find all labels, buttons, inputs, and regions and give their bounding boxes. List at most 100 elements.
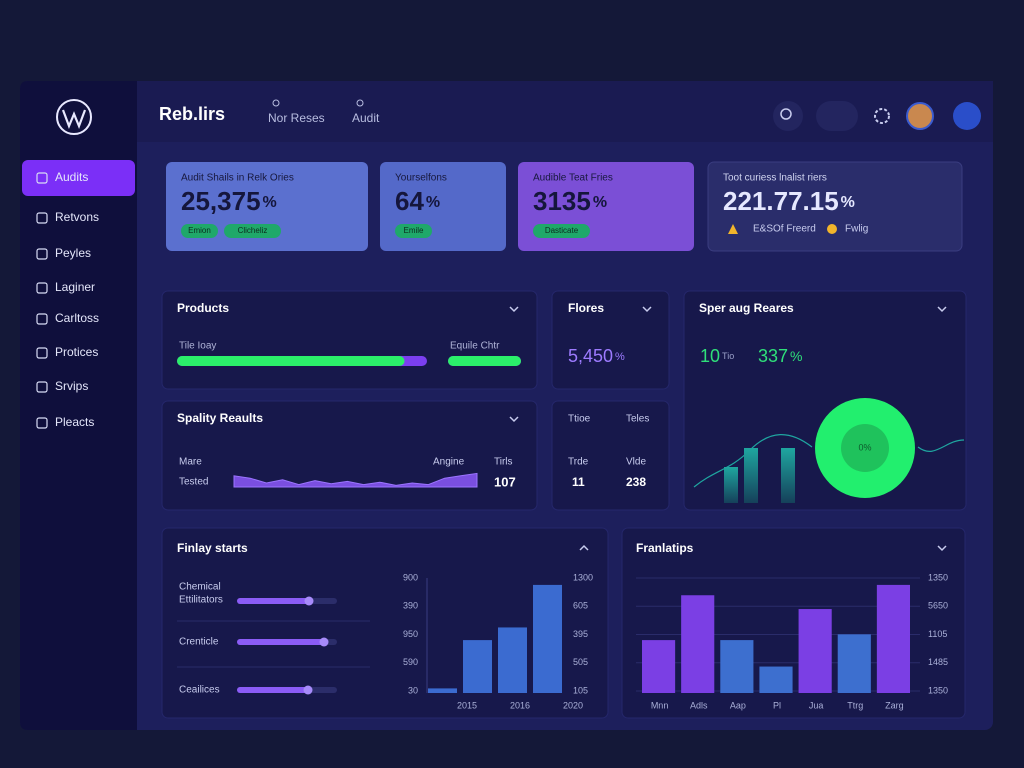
sidebar-item[interactable]: Peyles bbox=[55, 246, 91, 260]
chevron[interactable] bbox=[509, 416, 519, 423]
stat-value-unit: % bbox=[593, 194, 607, 211]
y-tick-label: 105 bbox=[573, 685, 588, 695]
note-icon bbox=[728, 224, 738, 234]
donut-label: 0% bbox=[858, 442, 871, 452]
chevron[interactable] bbox=[937, 545, 947, 552]
x-tick-label: 2015 bbox=[457, 700, 477, 710]
search-icon bbox=[780, 108, 792, 120]
slider-knob[interactable] bbox=[319, 637, 329, 647]
nav-icon bbox=[356, 99, 364, 107]
sparkline bbox=[233, 472, 478, 488]
panel-title: Flores bbox=[568, 301, 604, 315]
sidebar-icon bbox=[36, 381, 48, 393]
stat-card bbox=[707, 161, 963, 252]
bar bbox=[498, 627, 527, 693]
spality-label: Mare bbox=[179, 457, 202, 468]
y-tick-label: 900 bbox=[403, 572, 418, 582]
x-tick-label: Adls bbox=[690, 700, 708, 710]
chevron[interactable] bbox=[509, 306, 519, 313]
nav-item[interactable]: Nor Reses bbox=[268, 111, 325, 125]
panel-title: Sper aug Reares bbox=[699, 301, 794, 315]
settings-icon[interactable] bbox=[874, 108, 890, 124]
mini-cell: 11 bbox=[572, 475, 585, 489]
sidebar bbox=[20, 81, 137, 730]
stat-tag bbox=[533, 224, 590, 238]
panel bbox=[551, 400, 670, 511]
y-tick-label: 1350 bbox=[928, 685, 948, 695]
chevron[interactable] bbox=[579, 544, 589, 551]
progress-label: Tile Ioay bbox=[179, 341, 216, 352]
mini-cell: Vlde bbox=[626, 457, 646, 468]
avatar[interactable] bbox=[906, 102, 934, 130]
sidebar-icon bbox=[36, 282, 48, 294]
sidebar-item[interactable]: Retvons bbox=[55, 210, 99, 224]
sper-value-unit: % bbox=[790, 348, 802, 364]
x-tick-label: 2020 bbox=[563, 700, 583, 710]
mini-cell: Trde bbox=[568, 457, 589, 468]
stat-value: 25,375% bbox=[181, 186, 277, 216]
bar bbox=[798, 609, 832, 693]
panel bbox=[551, 290, 670, 390]
y-tick-label: 5650 bbox=[928, 601, 948, 611]
progress-bar bbox=[448, 356, 521, 366]
bar bbox=[759, 666, 793, 693]
sidebar-item[interactable]: Protices bbox=[55, 345, 98, 359]
sidebar-icon bbox=[36, 313, 48, 325]
slider-label: Chemical bbox=[179, 582, 221, 593]
account-button[interactable] bbox=[953, 102, 981, 130]
stat-value-unit: % bbox=[263, 194, 277, 211]
sidebar-item[interactable]: Srvips bbox=[55, 379, 88, 393]
x-tick-label: Jua bbox=[809, 700, 824, 710]
header-bar bbox=[137, 81, 993, 142]
chevron[interactable] bbox=[642, 306, 652, 313]
bar bbox=[428, 688, 457, 693]
panel-title: Franlatips bbox=[636, 541, 694, 555]
nav-item[interactable]: Audit bbox=[352, 111, 380, 125]
slider-knob[interactable] bbox=[303, 685, 313, 695]
stat-tag-text: Clicheliz bbox=[238, 226, 268, 235]
x-tick-label: 2016 bbox=[510, 700, 530, 710]
panel bbox=[161, 527, 609, 719]
bar bbox=[681, 595, 715, 693]
brand: Reb.lirs bbox=[159, 104, 225, 124]
y-tick-label: 395 bbox=[573, 629, 588, 639]
stat-value: 64% bbox=[395, 186, 440, 216]
sidebar-item[interactable]: Carltoss bbox=[55, 311, 99, 325]
bar bbox=[642, 640, 676, 693]
stat-label: Audit Shails in Relk Ories bbox=[181, 173, 294, 184]
stat-tag-text: Dasticate bbox=[545, 226, 579, 235]
spality-col: Tirls bbox=[494, 457, 513, 468]
stat-tag-text: Emile bbox=[403, 226, 424, 235]
sidebar-item[interactable]: Pleacts bbox=[55, 415, 94, 429]
stat-value-number: 3135 bbox=[533, 186, 591, 216]
slider-fill bbox=[237, 598, 309, 604]
flores-value-number: 5,450 bbox=[568, 346, 613, 366]
y-tick-label: 590 bbox=[403, 657, 418, 667]
sidebar-icon bbox=[36, 347, 48, 359]
stat-tag bbox=[181, 224, 218, 238]
y-tick-label: 1105 bbox=[928, 629, 947, 639]
bar bbox=[533, 584, 562, 693]
sper-bar bbox=[744, 448, 758, 503]
progress-label: Equile Chtr bbox=[450, 341, 500, 352]
stat-value-number: 221.77.15 bbox=[723, 186, 839, 216]
x-tick-label: Zarg bbox=[885, 700, 904, 710]
stat-tag bbox=[395, 224, 432, 238]
panel-title: Products bbox=[177, 301, 229, 315]
stat-value-unit: % bbox=[426, 194, 440, 211]
sper-bar bbox=[724, 467, 738, 503]
donut-core bbox=[841, 424, 889, 472]
user-menu[interactable] bbox=[816, 101, 858, 131]
panel-title: Finlay starts bbox=[177, 541, 248, 555]
sidebar-item[interactable]: Laginer bbox=[55, 280, 95, 294]
sidebar-item[interactable]: Audits bbox=[55, 170, 88, 184]
sper-value-number: 10 bbox=[700, 346, 720, 366]
x-tick-label: Aap bbox=[730, 700, 746, 710]
slider-knob[interactable] bbox=[304, 596, 314, 606]
stat-note: E&SOf Freerd bbox=[753, 224, 816, 235]
chevron[interactable] bbox=[937, 306, 947, 313]
search-button[interactable] bbox=[773, 101, 803, 131]
slider-label: Crenticle bbox=[179, 637, 219, 648]
spality-col: Angine bbox=[433, 457, 465, 468]
